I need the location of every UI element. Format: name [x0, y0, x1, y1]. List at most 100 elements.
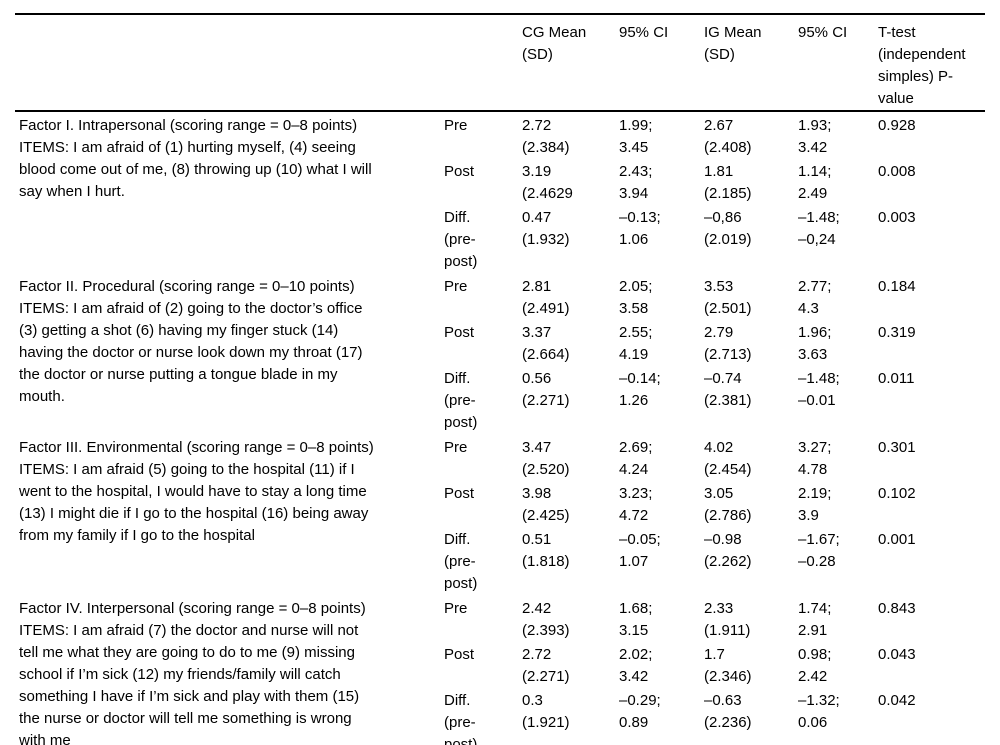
cg-mean-cell: 0.56 (2.271): [522, 370, 570, 409]
ig-ci-cell: 0.98; 2.42: [798, 646, 832, 685]
cg-mean-cell: 2.72 (2.384): [522, 117, 570, 156]
cg-ci-cell: 2.02; 3.42: [619, 646, 653, 685]
p-value-cell: 0.319: [878, 324, 916, 341]
table-row: Diff. (pre- post) 0.3 (1.921) –0.29; 0.8…: [15, 688, 985, 745]
ig-ci-cell: –1.67; –0.28: [798, 531, 840, 570]
p-value-cell: 0.003: [878, 209, 916, 226]
p-value-cell: 0.301: [878, 439, 916, 456]
cg-ci-cell: –0.13; 1.06: [619, 209, 661, 248]
ig-mean-cell: –0,86 (2.019): [704, 209, 752, 248]
cg-mean-cell: 3.19 (2.4629: [522, 163, 573, 202]
ig-mean-cell: –0.98 (2.262): [704, 531, 752, 570]
factor-description: Factor I. Intrapersonal (scoring range =…: [19, 117, 372, 200]
phase-label: Post: [444, 485, 475, 502]
cg-ci-cell: 1.68; 3.15: [619, 600, 653, 639]
ig-ci-cell: –1.48; –0.01: [798, 370, 840, 409]
factor-description: Factor IV. Interpersonal (scoring range …: [19, 600, 366, 745]
header-ig-mean: IG Mean (SD): [700, 14, 794, 112]
table-row: Diff. (pre- post) 0.51 (1.818) –0.05; 1.…: [15, 527, 985, 595]
ig-mean-cell: 4.02 (2.454): [704, 439, 752, 478]
cg-ci-cell: 3.23; 4.72: [619, 485, 653, 524]
header-row: CG Mean (SD) 95% CI IG Mean (SD) 95% CI …: [15, 14, 985, 112]
ig-mean-cell: 1.81 (2.185): [704, 163, 752, 202]
ig-ci-cell: 2.77; 4.3: [798, 278, 832, 317]
p-value-cell: 0.001: [878, 531, 916, 548]
cg-mean-cell: 3.37 (2.664): [522, 324, 570, 363]
table-row: Diff. (pre- post) 0.56 (2.271) –0.14; 1.…: [15, 366, 985, 434]
table-row: Factor IV. Interpersonal (scoring range …: [15, 595, 985, 745]
p-value-cell: 0.043: [878, 646, 916, 663]
phase-label: Diff. (pre- post): [444, 692, 478, 745]
table-row: Post 2.72 (2.271) 2.02; 3.42 1.7 (2.346)…: [15, 642, 985, 688]
factor-3-block: Factor III. Environmental (scoring range…: [15, 434, 985, 595]
ig-mean-cell: –0.74 (2.381): [704, 370, 752, 409]
ig-ci-cell: 2.19; 3.9: [798, 485, 832, 524]
table-row: Factor III. Environmental (scoring range…: [15, 434, 985, 544]
cg-mean-cell: 2.81 (2.491): [522, 278, 570, 317]
phase-label: Pre: [444, 278, 468, 295]
ig-mean-cell: 1.7 (2.346): [704, 646, 752, 685]
results-table: CG Mean (SD) 95% CI IG Mean (SD) 95% CI …: [15, 13, 985, 745]
p-value-cell: 0.011: [878, 370, 915, 387]
header-phase: [440, 14, 518, 112]
header-ci-cg: 95% CI: [615, 14, 700, 112]
table-row: Post 3.19 (2.4629 2.43; 3.94 1.81 (2.185…: [15, 159, 985, 205]
p-value-cell: 0.042: [878, 692, 916, 709]
header-ci-ig: 95% CI: [794, 14, 874, 112]
phase-label: Diff. (pre- post): [444, 209, 478, 270]
p-value-cell: 0.928: [878, 117, 916, 134]
p-value-cell: 0.843: [878, 600, 916, 617]
phase-label: Pre: [444, 117, 468, 134]
cg-ci-cell: –0.14; 1.26: [619, 370, 661, 409]
header-factor: [15, 14, 440, 112]
ig-ci-cell: 1.14; 2.49: [798, 163, 832, 202]
cg-mean-cell: 3.47 (2.520): [522, 439, 570, 478]
ig-mean-cell: 3.05 (2.786): [704, 485, 752, 524]
header-cg-mean: CG Mean (SD): [518, 14, 615, 112]
cg-ci-cell: 2.69; 4.24: [619, 439, 653, 478]
table-header: CG Mean (SD) 95% CI IG Mean (SD) 95% CI …: [15, 14, 985, 112]
cg-ci-cell: –0.29; 0.89: [619, 692, 661, 731]
p-value-cell: 0.008: [878, 163, 916, 180]
ig-mean-cell: –0.63 (2.236): [704, 692, 752, 731]
table-row: Diff. (pre- post) 0.47 (1.932) –0.13; 1.…: [15, 205, 985, 273]
phase-label: Post: [444, 324, 475, 341]
table-row: Post 3.98 (2.425) 3.23; 4.72 3.05 (2.786…: [15, 481, 985, 527]
ig-ci-cell: 1.96; 3.63: [798, 324, 832, 363]
phase-label: Pre: [444, 600, 468, 617]
table-row: Factor II. Procedural (scoring range = 0…: [15, 273, 985, 405]
ig-mean-cell: 2.79 (2.713): [704, 324, 752, 363]
header-ttest-pvalue: T-test (independent simples) P- value: [874, 14, 985, 112]
cg-mean-cell: 0.51 (1.818): [522, 531, 570, 570]
cg-ci-cell: –0.05; 1.07: [619, 531, 661, 570]
cg-ci-cell: 2.55; 4.19: [619, 324, 653, 363]
factor-1-block: Factor I. Intrapersonal (scoring range =…: [15, 111, 985, 273]
table-row: Factor I. Intrapersonal (scoring range =…: [15, 111, 985, 200]
phase-label: Post: [444, 646, 475, 663]
cg-mean-cell: 2.42 (2.393): [522, 600, 570, 639]
ig-ci-cell: 1.74; 2.91: [798, 600, 832, 639]
cg-mean-cell: 0.3 (1.921): [522, 692, 570, 731]
phase-label: Post: [444, 163, 475, 180]
ig-mean-cell: 2.67 (2.408): [704, 117, 752, 156]
factor-description: Factor II. Procedural (scoring range = 0…: [19, 278, 363, 405]
phase-label: Pre: [444, 439, 468, 456]
ig-ci-cell: –1.32; 0.06: [798, 692, 840, 731]
table-row: Post 3.37 (2.664) 2.55; 4.19 2.79 (2.713…: [15, 320, 985, 366]
factor-4-block: Factor IV. Interpersonal (scoring range …: [15, 595, 985, 745]
factor-2-block: Factor II. Procedural (scoring range = 0…: [15, 273, 985, 434]
phase-label: Diff. (pre- post): [444, 531, 478, 592]
cg-mean-cell: 3.98 (2.425): [522, 485, 570, 524]
cg-ci-cell: 2.43; 3.94: [619, 163, 653, 202]
p-value-cell: 0.184: [878, 278, 916, 295]
p-value-cell: 0.102: [878, 485, 916, 502]
ig-mean-cell: 3.53 (2.501): [704, 278, 752, 317]
ig-ci-cell: 3.27; 4.78: [798, 439, 832, 478]
ig-ci-cell: 1.93; 3.42: [798, 117, 832, 156]
cg-mean-cell: 2.72 (2.271): [522, 646, 570, 685]
cg-ci-cell: 1.99; 3.45: [619, 117, 653, 156]
factor-description: Factor III. Environmental (scoring range…: [19, 439, 374, 544]
cg-mean-cell: 0.47 (1.932): [522, 209, 570, 248]
phase-label: Diff. (pre- post): [444, 370, 478, 431]
